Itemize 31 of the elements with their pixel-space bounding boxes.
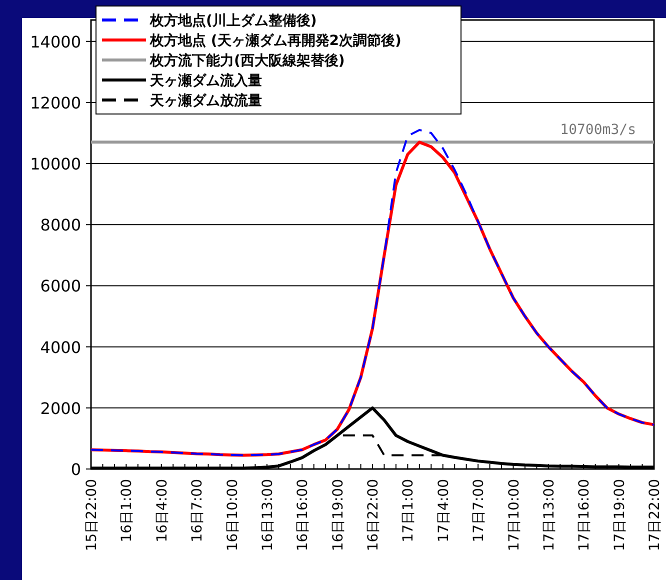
x-tick-label: 16日4:00 — [154, 479, 170, 542]
annotation: 10700m3/s — [560, 122, 636, 138]
legend-label: 枚方地点(川上ダム整備後) — [149, 12, 317, 29]
x-tick-label: 16日13:00 — [260, 479, 276, 552]
x-tick-label: 17日16:00 — [576, 479, 593, 552]
y-tick-label: 12000 — [30, 93, 81, 112]
legend-label: 天ヶ瀬ダム放流量 — [149, 92, 262, 109]
x-tick-label: 15日22:00 — [84, 479, 100, 552]
legend-label: 枚方地点 (天ヶ瀬ダム再開発2次調節後) — [149, 32, 402, 49]
x-tick-label: 17日7:00 — [471, 479, 488, 542]
legend-label: 天ヶ瀬ダム流入量 — [149, 72, 262, 89]
x-tick-label: 17日1:00 — [400, 479, 417, 542]
x-tick-label: 16日1:00 — [119, 479, 136, 542]
x-tick-label: 17日10:00 — [506, 479, 522, 552]
x-tick-label: 16日10:00 — [224, 479, 241, 552]
y-tick-label: 2000 — [40, 398, 81, 418]
y-tick-label: 4000 — [40, 338, 81, 357]
x-tick-label: 17日13:00 — [541, 479, 558, 552]
y-tick-label: 10000 — [30, 154, 81, 174]
y-tick-label: 8000 — [40, 216, 81, 235]
x-tick-label: 17日22:00 — [647, 479, 663, 552]
x-tick-label: 17日4:00 — [436, 479, 452, 542]
y-tick-label: 0 — [70, 460, 81, 479]
legend-label: 枚方流下能力(西大阪線架替後) — [149, 52, 345, 69]
x-tick-label: 16日22:00 — [366, 479, 382, 552]
x-tick-label: 16日19:00 — [330, 479, 346, 552]
x-tick-label: 17日19:00 — [612, 479, 628, 552]
y-tick-label: 14000 — [30, 32, 81, 52]
x-tick-label: 16日7:00 — [190, 479, 206, 542]
x-tick-label: 16日16:00 — [295, 479, 312, 552]
y-tick-label: 6000 — [40, 276, 81, 296]
